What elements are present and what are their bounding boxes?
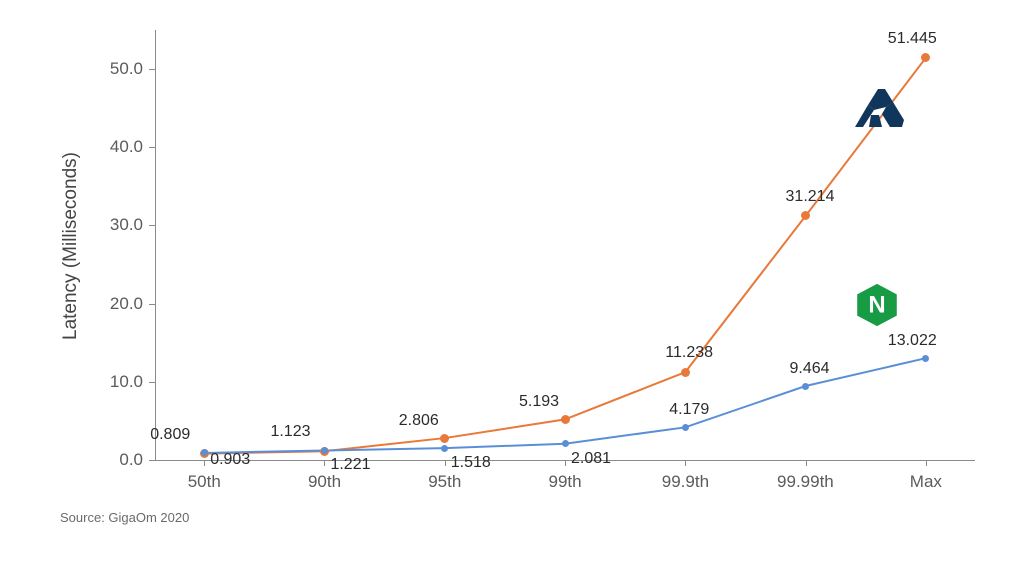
- data-label-kong: 31.214: [786, 188, 835, 206]
- x-tick: [685, 460, 686, 466]
- data-label-nginx: 2.081: [571, 450, 611, 468]
- y-axis-label: Latency (Milliseconds): [60, 152, 82, 340]
- marker-nginx: [441, 445, 448, 452]
- marker-nginx: [682, 424, 689, 431]
- marker-nginx: [321, 447, 328, 454]
- data-label-kong: 5.193: [519, 393, 559, 411]
- x-tick-label: 99.99th: [777, 472, 834, 492]
- x-tick: [445, 460, 446, 466]
- x-tick-label: 50th: [188, 472, 221, 492]
- y-tick-label: 0.0: [119, 450, 143, 470]
- y-tick-label: 50.0: [110, 59, 143, 79]
- x-tick-label: Max: [910, 472, 942, 492]
- source-caption: Source: GigaOm 2020: [60, 510, 189, 525]
- series-lines: [155, 30, 975, 460]
- data-label-kong: 11.238: [665, 344, 713, 362]
- plot-area: 0.8091.1232.8065.19311.23831.21451.4450.…: [155, 30, 975, 460]
- data-label-nginx: 0.903: [210, 451, 250, 469]
- y-tick-label: 20.0: [110, 294, 143, 314]
- marker-nginx: [562, 440, 569, 447]
- marker-kong: [440, 434, 449, 443]
- series-line-kong: [204, 58, 926, 454]
- latency-chart: 0.809 1.123 2.806 5.193 11.238 31.214 51.445 0.…: [0, 0, 1024, 569]
- marker-kong: [681, 368, 690, 377]
- svg-text:N: N: [868, 291, 885, 318]
- x-tick-label: 95th: [428, 472, 461, 492]
- x-tick-label: 99.9th: [662, 472, 709, 492]
- x-tick: [926, 460, 927, 466]
- y-tick-label: 40.0: [110, 137, 143, 157]
- data-label-nginx: 1.518: [451, 454, 491, 472]
- x-tick: [204, 460, 205, 466]
- y-tick-label: 30.0: [110, 215, 143, 235]
- data-label-nginx: 4.179: [669, 401, 709, 419]
- y-tick-label: 10.0: [110, 372, 143, 392]
- x-tick-label: 99th: [549, 472, 582, 492]
- x-tick: [324, 460, 325, 466]
- data-label-kong: 1.123: [270, 423, 310, 441]
- data-label-nginx: 9.464: [790, 360, 830, 378]
- x-tick: [806, 460, 807, 466]
- marker-nginx: [802, 383, 809, 390]
- data-label-kong: 51.445: [888, 30, 937, 48]
- marker-nginx: [922, 355, 929, 362]
- x-tick-label: 90th: [308, 472, 341, 492]
- data-label-nginx: 13.022: [888, 332, 937, 350]
- data-label-kong: 2.806: [399, 412, 439, 430]
- y-tick: [149, 460, 155, 461]
- x-tick: [565, 460, 566, 466]
- data-label-kong: 0.809: [150, 426, 190, 444]
- marker-kong: [561, 415, 570, 424]
